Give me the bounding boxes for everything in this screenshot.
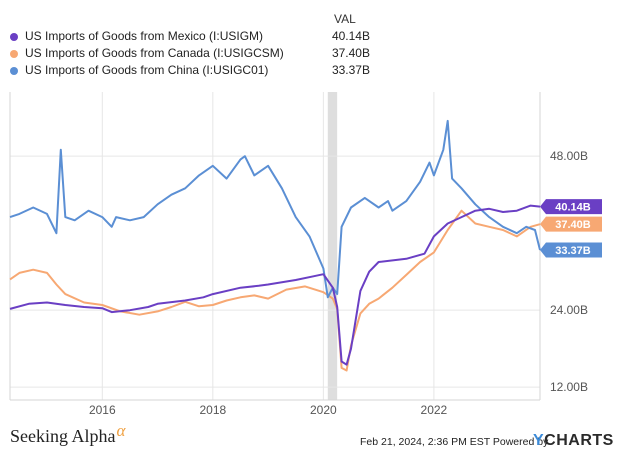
end-value-tag-china (540, 242, 602, 258)
legend-dot-canada (10, 50, 18, 58)
legend-value-china: 33.37B (331, 63, 370, 77)
ycharts-logo: YCHARTS (533, 432, 614, 450)
end-value-label-mexico: 40.14B (555, 202, 591, 214)
y-tick-label: 48.00B (550, 149, 588, 163)
legend-label-mexico: US Imports of Goods from Mexico (I:USIGM… (25, 29, 264, 43)
seeking-alpha-mark: α (116, 421, 126, 440)
line-chart[interactable]: 12.00B 24.00B 48.00B 2016 2018 2020 2022 40.14B… (0, 0, 635, 420)
footer-timestamp: Feb 21, 2024, 2:36 PM EST Powered by (360, 436, 549, 448)
y-tick-label: 24.00B (550, 303, 588, 317)
x-tick-label: 2020 (310, 403, 337, 417)
legend-dot-china (10, 67, 18, 75)
series-line-china (9, 119, 541, 299)
legend-item-canada[interactable]: US Imports of Goods from Canada (I:USIGC… (10, 46, 370, 62)
legend-label-canada: US Imports of Goods from Canada (I:USIGC… (25, 46, 284, 60)
legend-value-canada: 37.40B (331, 46, 370, 60)
ycharts-logo-mark: Y (533, 432, 545, 449)
end-value-label-canada: 37.40B (555, 219, 591, 231)
legend-value-header: VAL (334, 12, 356, 26)
series-line-mexico (9, 204, 541, 366)
legend-item-mexico[interactable]: US Imports of Goods from Mexico (I:USIGM… (10, 29, 370, 45)
end-value-tag-canada (540, 216, 602, 232)
x-tick-label: 2018 (199, 403, 226, 417)
legend-item-china[interactable]: US Imports of Goods from China (I:USIGC0… (10, 63, 370, 79)
recession-band (327, 92, 338, 400)
chart-legend: VAL US Imports of Goods from Mexico (I:U… (0, 0, 635, 85)
legend-value-mexico: 40.14B (331, 29, 370, 43)
legend-label-china: US Imports of Goods from China (I:USIGC0… (25, 63, 269, 77)
seeking-alpha-wordmark: Seeking Alpha (10, 426, 116, 446)
x-tick-label: 2016 (89, 403, 116, 417)
y-tick-label: 12.00B (550, 380, 588, 394)
ycharts-wordmark: CHARTS (544, 432, 614, 449)
series-line-canada (9, 209, 541, 372)
end-value-tag-mexico (540, 199, 602, 215)
x-tick-label: 2022 (421, 403, 448, 417)
seeking-alpha-logo: Seeking Alphaα (10, 421, 125, 447)
end-value-label-china: 33.37B (555, 245, 591, 257)
legend-dot-mexico (10, 33, 18, 41)
